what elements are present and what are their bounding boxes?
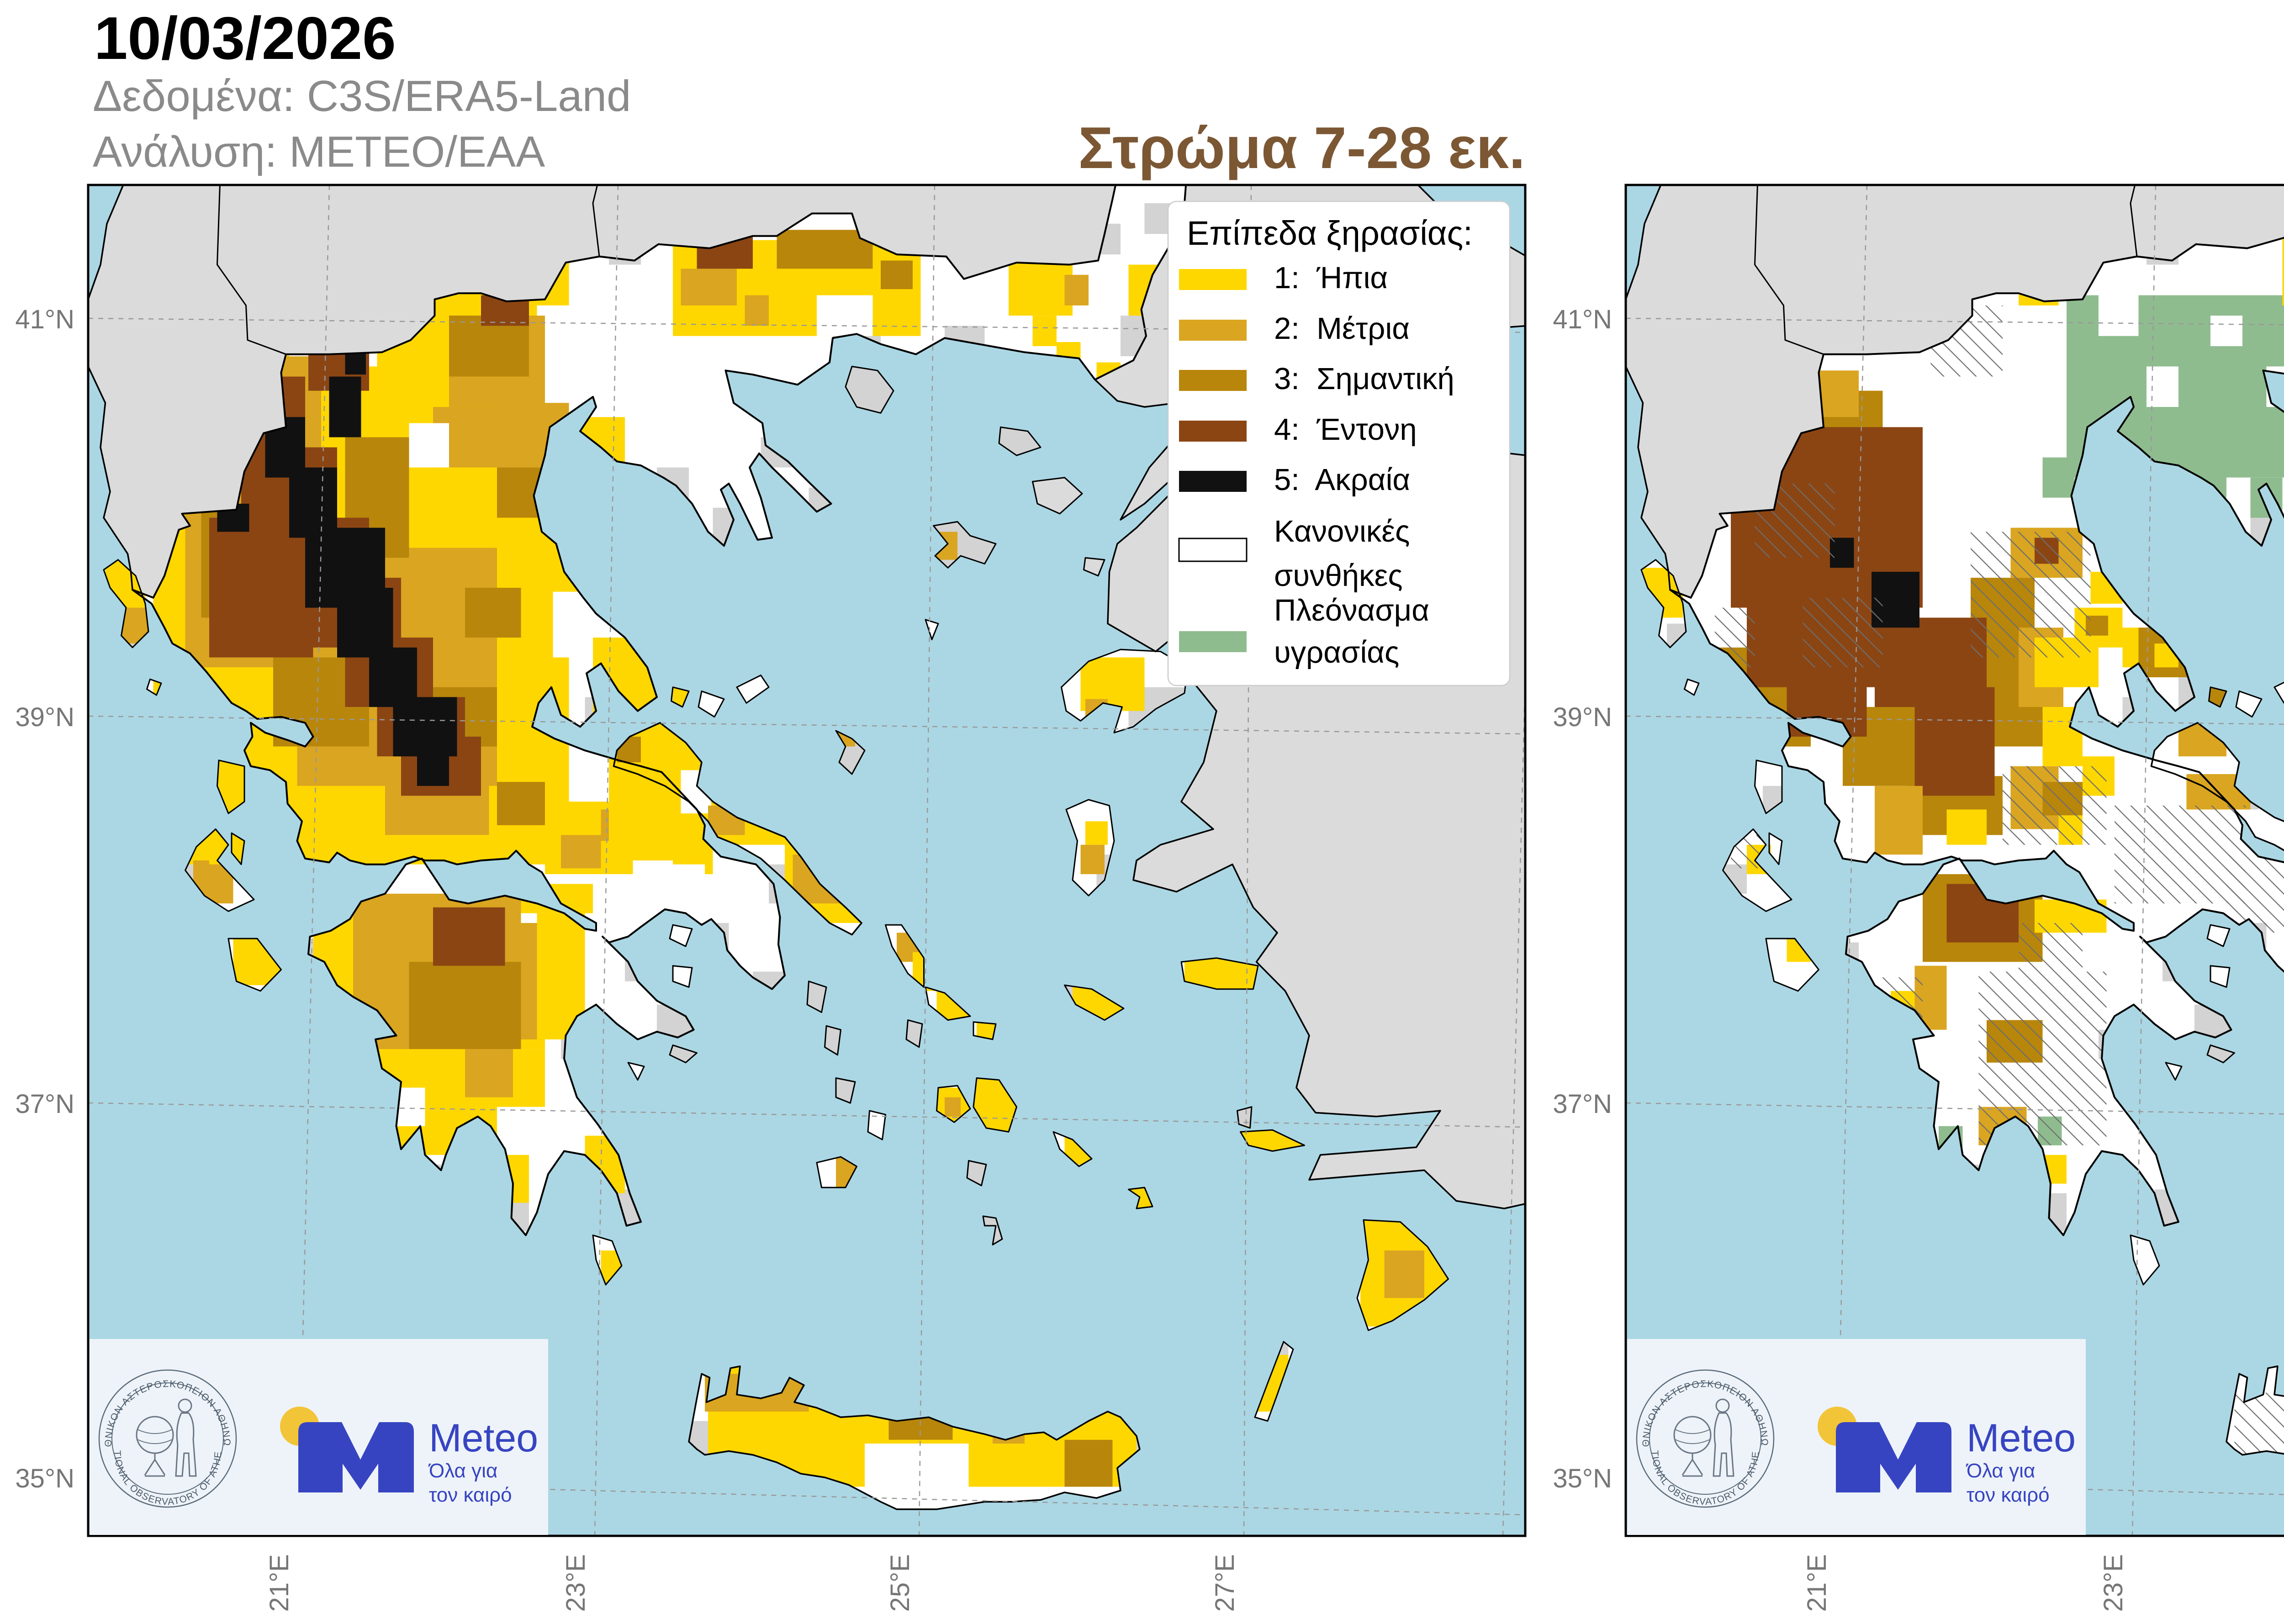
svg-text:27°E: 27°E xyxy=(1210,1554,1240,1612)
svg-text:Meteo: Meteo xyxy=(1967,1416,2076,1460)
svg-text:21°E: 21°E xyxy=(1802,1554,1832,1612)
svg-text:37°N: 37°N xyxy=(1553,1089,1612,1119)
svg-text:23°E: 23°E xyxy=(561,1554,591,1612)
svg-text:Δεδομένα: C3S/ERA5-Land: Δεδομένα: C3S/ERA5-Land xyxy=(93,72,631,121)
svg-text:35°N: 35°N xyxy=(15,1464,74,1493)
svg-text:συνθήκες: συνθήκες xyxy=(1274,559,1403,593)
svg-text:3: Σημαντική: 3: Σημαντική xyxy=(1274,362,1454,396)
svg-text:10/03/2026: 10/03/2026 xyxy=(94,5,396,72)
svg-text:39°N: 39°N xyxy=(15,702,74,732)
svg-text:21°E: 21°E xyxy=(264,1554,294,1612)
svg-text:41°N: 41°N xyxy=(15,305,74,334)
svg-text:Κανονικές: Κανονικές xyxy=(1274,514,1410,548)
svg-text:23°E: 23°E xyxy=(2099,1554,2128,1612)
svg-text:Meteo: Meteo xyxy=(429,1416,538,1460)
svg-text:Επίπεδα ξηρασίας:: Επίπεδα ξηρασίας: xyxy=(1187,214,1473,252)
svg-text:Πλεόνασμα: Πλεόνασμα xyxy=(1274,593,1429,627)
svg-text:τον καιρό: τον καιρό xyxy=(1967,1484,2050,1506)
svg-text:25°E: 25°E xyxy=(885,1554,915,1612)
svg-text:τον καιρό: τον καιρό xyxy=(429,1484,512,1506)
svg-text:5: Ακραία: 5: Ακραία xyxy=(1274,463,1410,497)
svg-text:Ανάλυση: ΜΕΤΕΟ/ΕΑΑ: Ανάλυση: ΜΕΤΕΟ/ΕΑΑ xyxy=(93,127,545,176)
svg-text:1: Ήπια: 1: Ήπια xyxy=(1274,261,1388,295)
svg-text:Στρώμα 7-28 εκ.: Στρώμα 7-28 εκ. xyxy=(1078,115,1525,181)
svg-text:Όλα για: Όλα για xyxy=(1966,1460,2035,1482)
svg-text:39°N: 39°N xyxy=(1553,702,1612,732)
svg-text:4: Έντονη: 4: Έντονη xyxy=(1274,412,1417,447)
svg-text:υγρασίας: υγρασίας xyxy=(1274,635,1399,670)
svg-text:2: Μέτρια: 2: Μέτρια xyxy=(1274,311,1410,346)
svg-text:35°N: 35°N xyxy=(1553,1464,1612,1493)
svg-text:Όλα για: Όλα για xyxy=(428,1460,497,1482)
svg-text:41°N: 41°N xyxy=(1553,305,1612,334)
svg-text:37°N: 37°N xyxy=(15,1089,74,1119)
